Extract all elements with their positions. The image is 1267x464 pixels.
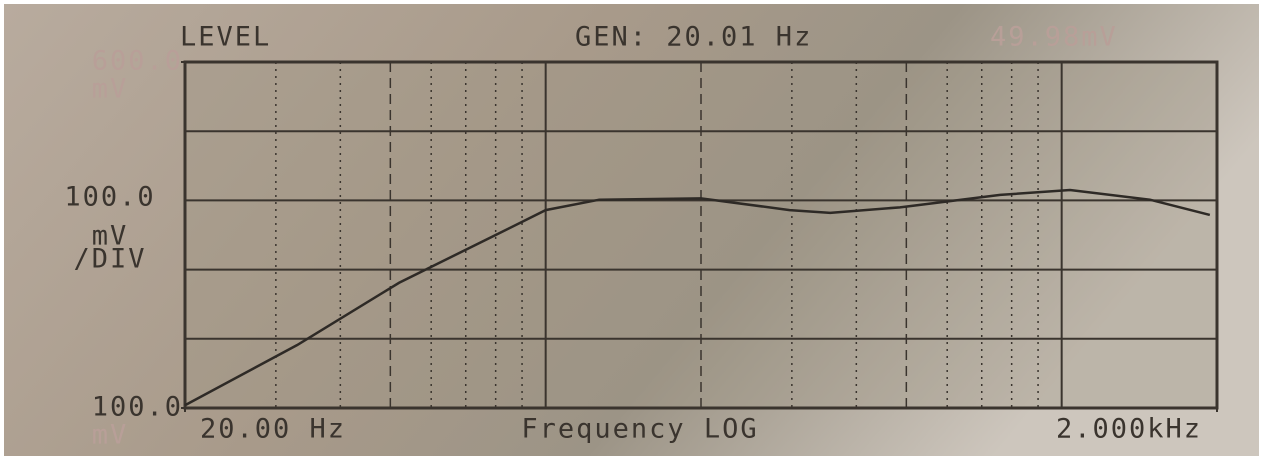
y-tick-label: 100.0 bbox=[92, 392, 183, 423]
title: LEVEL bbox=[180, 22, 271, 53]
generator-frequency: GEN: 20.01 Hz bbox=[575, 22, 812, 53]
x-axis-label: Frequency LOG bbox=[521, 414, 758, 445]
y-unit: mV bbox=[92, 74, 129, 105]
x-tick-label: 2.000kHz bbox=[1056, 414, 1202, 445]
x-tick-label: 20.00 Hz bbox=[200, 414, 346, 445]
lcd-screen: LEVEL GEN: 20.01 Hz 49.98mV mV 100.0 /DI… bbox=[0, 0, 1267, 464]
scale-per-div: /DIV bbox=[73, 244, 146, 275]
generator-amplitude: 49.98mV bbox=[990, 22, 1118, 53]
y-unit: mV bbox=[92, 420, 129, 451]
y-tick-label: 600.0 bbox=[92, 46, 183, 77]
scale-per-div: 100.0 bbox=[64, 182, 155, 213]
